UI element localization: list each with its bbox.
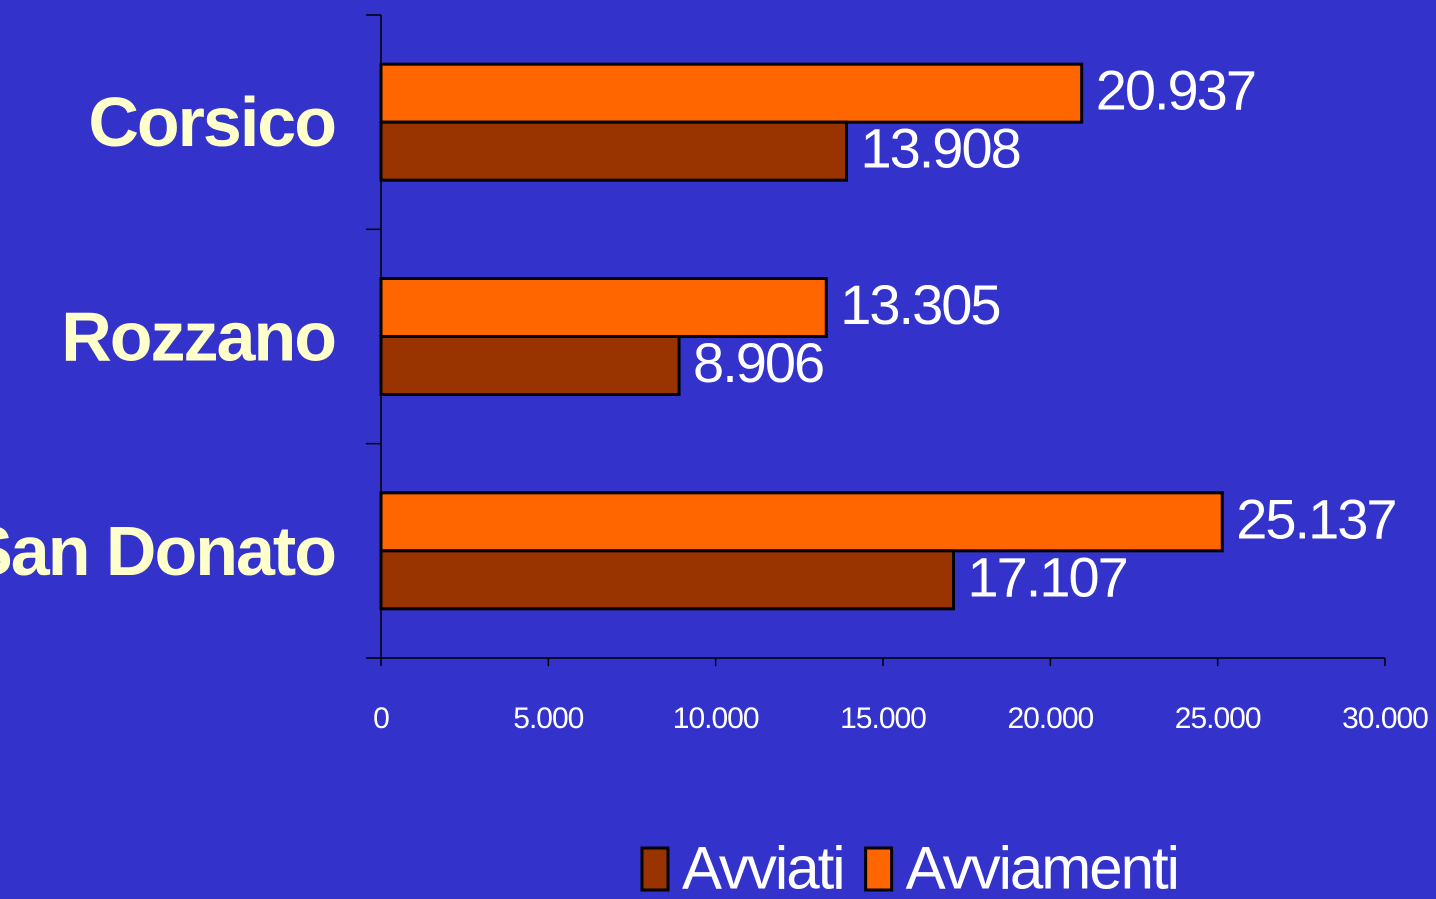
x-tick-label: 30.000 (1342, 702, 1428, 735)
x-tick-label: 10.000 (673, 702, 759, 735)
category-label: San Donato (0, 512, 335, 590)
legend-label-avviati: Avviati (682, 835, 844, 899)
legend-label-avviamenti: Avviamenti (906, 835, 1178, 899)
bar-avviamenti (379, 491, 1224, 553)
legend-swatch-avviati (640, 846, 670, 892)
x-tick-label: 0 (373, 702, 389, 735)
legend: Avviati Avviamenti (640, 835, 1180, 899)
data-label: 13.305 (840, 273, 999, 336)
legend-swatch-avviamenti (864, 846, 894, 892)
bar-avviati (379, 549, 956, 611)
data-label: 17.107 (968, 545, 1127, 608)
bar-avviamenti (379, 62, 1084, 124)
data-label: 8.906 (693, 331, 823, 394)
axes: 0 5.000 10.000 15.000 20.000 25.000 30.000 (366, 14, 1429, 735)
data-label: 13.908 (860, 117, 1019, 180)
bar-avviati (379, 335, 681, 396)
x-tick-label: 20.000 (1007, 702, 1093, 735)
x-tick-label: 5.000 (513, 702, 583, 735)
bars (379, 62, 1224, 611)
data-label: 20.937 (1096, 59, 1255, 122)
bar-avviati (379, 120, 848, 182)
data-label: 25.137 (1236, 487, 1395, 550)
x-tick-label: 15.000 (840, 702, 926, 735)
labels: Corsico 20.937 13.908 Rozzano 13.305 8.906 San… (0, 59, 1398, 609)
bar-avviamenti (379, 277, 828, 338)
category-label: Rozzano (61, 298, 335, 376)
x-tick-label: 25.000 (1175, 702, 1261, 735)
category-label: Corsico (88, 83, 335, 161)
